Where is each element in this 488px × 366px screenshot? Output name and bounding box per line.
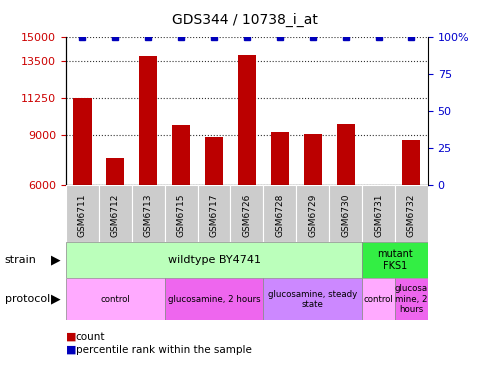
Bar bbox=[230, 185, 263, 242]
Bar bbox=[106, 158, 124, 284]
Bar bbox=[237, 55, 256, 284]
Bar bbox=[164, 278, 263, 320]
Bar bbox=[172, 125, 190, 284]
Bar bbox=[132, 185, 164, 242]
Bar bbox=[263, 185, 296, 242]
Bar bbox=[66, 242, 361, 278]
Text: ■: ■ bbox=[66, 332, 76, 342]
Text: ▶: ▶ bbox=[51, 253, 61, 266]
Bar bbox=[361, 242, 427, 278]
Text: GDS344 / 10738_i_at: GDS344 / 10738_i_at bbox=[171, 13, 317, 27]
Bar bbox=[402, 139, 420, 284]
Text: GSM6728: GSM6728 bbox=[275, 193, 284, 237]
Bar bbox=[263, 278, 361, 320]
Text: GSM6715: GSM6715 bbox=[176, 193, 185, 237]
Bar bbox=[394, 185, 427, 242]
Bar bbox=[139, 56, 157, 284]
Bar bbox=[328, 185, 361, 242]
Bar bbox=[73, 97, 91, 284]
Bar bbox=[361, 278, 394, 320]
Bar bbox=[361, 185, 394, 242]
Text: wildtype BY4741: wildtype BY4741 bbox=[167, 255, 260, 265]
Text: control: control bbox=[100, 295, 130, 304]
Text: glucosamine, steady
state: glucosamine, steady state bbox=[267, 290, 357, 309]
Bar bbox=[66, 278, 164, 320]
Text: GSM6717: GSM6717 bbox=[209, 193, 218, 237]
Text: glucosa
mine, 2
hours: glucosa mine, 2 hours bbox=[394, 284, 427, 314]
Text: GSM6729: GSM6729 bbox=[307, 193, 317, 237]
Bar bbox=[99, 185, 132, 242]
Bar bbox=[204, 137, 223, 284]
Bar bbox=[369, 185, 387, 284]
Text: GSM6731: GSM6731 bbox=[373, 193, 382, 237]
Bar bbox=[303, 134, 321, 284]
Text: GSM6711: GSM6711 bbox=[78, 193, 87, 237]
Text: GSM6726: GSM6726 bbox=[242, 193, 251, 237]
Bar bbox=[197, 185, 230, 242]
Text: mutant
FKS1: mutant FKS1 bbox=[376, 249, 412, 271]
Bar bbox=[296, 185, 328, 242]
Bar bbox=[66, 185, 99, 242]
Text: protocol: protocol bbox=[5, 294, 50, 304]
Bar bbox=[270, 132, 288, 284]
Text: ▶: ▶ bbox=[51, 293, 61, 306]
Text: strain: strain bbox=[5, 255, 37, 265]
Text: GSM6713: GSM6713 bbox=[143, 193, 152, 237]
Bar bbox=[394, 278, 427, 320]
Text: GSM6732: GSM6732 bbox=[406, 193, 415, 237]
Bar bbox=[336, 124, 354, 284]
Text: percentile rank within the sample: percentile rank within the sample bbox=[76, 344, 251, 355]
Text: ■: ■ bbox=[66, 344, 76, 355]
Text: GSM6712: GSM6712 bbox=[111, 193, 120, 237]
Bar bbox=[164, 185, 197, 242]
Text: GSM6730: GSM6730 bbox=[341, 193, 349, 237]
Text: control: control bbox=[363, 295, 393, 304]
Text: count: count bbox=[76, 332, 105, 342]
Text: glucosamine, 2 hours: glucosamine, 2 hours bbox=[167, 295, 260, 304]
